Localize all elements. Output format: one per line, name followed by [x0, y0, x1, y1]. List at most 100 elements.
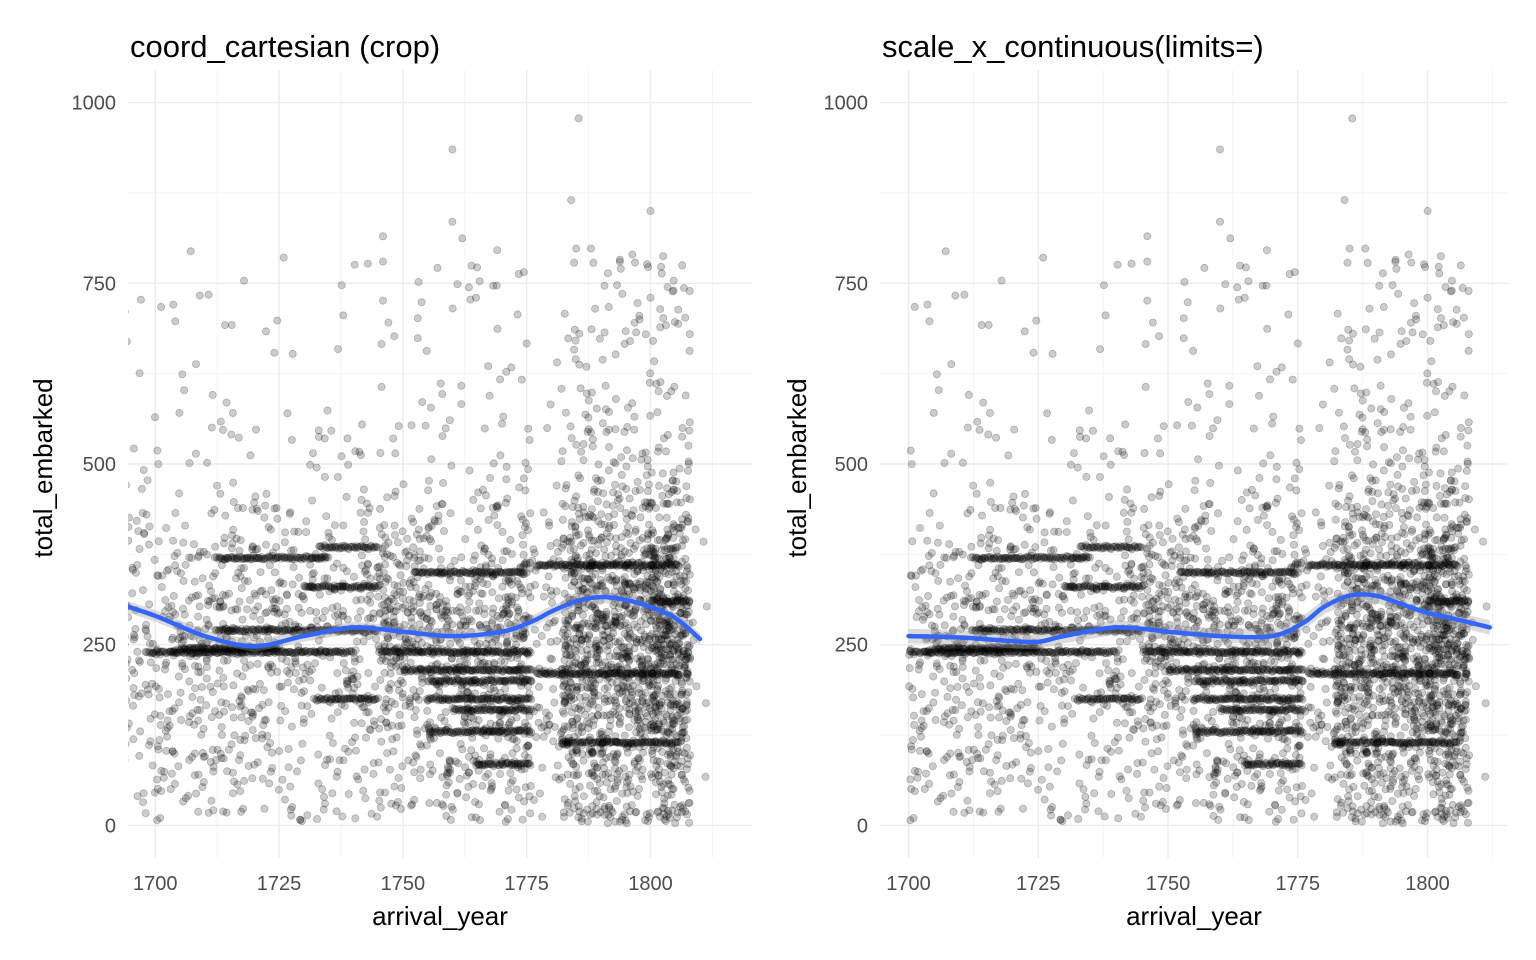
data-point	[458, 745, 467, 754]
data-point	[524, 465, 533, 474]
data-point	[665, 499, 674, 508]
data-point	[134, 527, 143, 536]
data-point	[410, 550, 419, 559]
data-point	[629, 633, 638, 642]
data-point	[456, 740, 465, 749]
data-point	[443, 723, 452, 732]
data-point	[273, 514, 282, 523]
data-point	[439, 527, 448, 536]
data-point	[362, 708, 371, 717]
data-point	[601, 658, 610, 667]
data-point	[561, 408, 570, 417]
data-point	[344, 790, 353, 799]
data-point	[566, 422, 575, 431]
data-point	[252, 504, 261, 513]
data-point	[469, 714, 478, 723]
data-point	[604, 769, 613, 778]
data-point	[504, 593, 513, 602]
data-point	[602, 500, 611, 509]
data-point	[395, 710, 404, 719]
data-point	[326, 698, 335, 707]
data-point	[131, 625, 140, 634]
data-point	[285, 617, 294, 626]
data-point	[399, 587, 408, 596]
data-point	[520, 764, 529, 773]
data-point	[203, 458, 212, 467]
data-point	[512, 744, 521, 753]
data-point	[605, 443, 614, 452]
data-point	[386, 551, 395, 560]
data-point	[524, 741, 533, 750]
data-point	[685, 346, 694, 355]
data-point	[680, 661, 689, 670]
data-point	[314, 750, 323, 759]
data-point	[605, 803, 614, 812]
data-point	[542, 708, 551, 717]
data-point	[104, 620, 111, 627]
data-point	[682, 567, 691, 576]
data-point	[196, 548, 205, 557]
data-point	[552, 587, 561, 596]
data-point	[410, 795, 419, 804]
data-point	[453, 280, 462, 289]
data-point	[581, 634, 590, 643]
data-point	[277, 621, 286, 630]
data-point	[217, 730, 226, 739]
data-point	[156, 711, 165, 720]
data-point	[354, 775, 363, 784]
data-point	[390, 521, 399, 530]
data-point	[503, 619, 512, 628]
data-point	[464, 283, 473, 292]
data-point	[314, 636, 323, 645]
data-point	[486, 726, 495, 735]
data-point	[186, 652, 195, 661]
data-point	[353, 614, 362, 623]
data-point	[673, 697, 682, 706]
data-point	[332, 807, 341, 816]
data-point	[369, 769, 378, 778]
data-point	[265, 561, 274, 570]
data-point	[582, 657, 591, 666]
data-point	[677, 690, 686, 699]
data-point	[144, 540, 153, 549]
data-point	[279, 579, 288, 588]
data-point	[489, 281, 498, 290]
data-point	[455, 639, 464, 648]
data-point	[521, 629, 530, 638]
data-point	[412, 752, 421, 761]
data-point	[333, 669, 342, 678]
data-point	[442, 606, 451, 615]
data-point	[128, 665, 137, 674]
data-point	[339, 607, 348, 616]
data-point	[580, 618, 589, 627]
data-point	[484, 516, 493, 525]
data-point	[417, 742, 426, 751]
data-point	[545, 721, 554, 730]
data-point	[128, 613, 133, 622]
data-point	[554, 742, 563, 751]
data-point	[144, 690, 153, 699]
data-point	[394, 660, 403, 669]
data-point	[422, 741, 431, 750]
data-point	[647, 468, 656, 477]
data-point	[576, 474, 585, 483]
data-point	[526, 558, 535, 567]
data-point	[449, 707, 458, 716]
data-point	[344, 683, 353, 692]
data-point	[203, 596, 212, 605]
data-point	[389, 747, 398, 756]
data-point	[253, 659, 262, 668]
data-point	[428, 645, 437, 654]
data-point	[398, 689, 407, 698]
data-point	[271, 604, 280, 613]
data-point	[251, 545, 260, 554]
data-point	[503, 637, 512, 646]
data-point	[233, 503, 242, 512]
data-point	[390, 491, 399, 500]
data-point	[216, 417, 225, 426]
data-point	[614, 711, 623, 720]
data-point	[352, 596, 361, 605]
data-point	[602, 711, 611, 720]
data-point	[148, 679, 157, 688]
data-point	[471, 798, 480, 807]
